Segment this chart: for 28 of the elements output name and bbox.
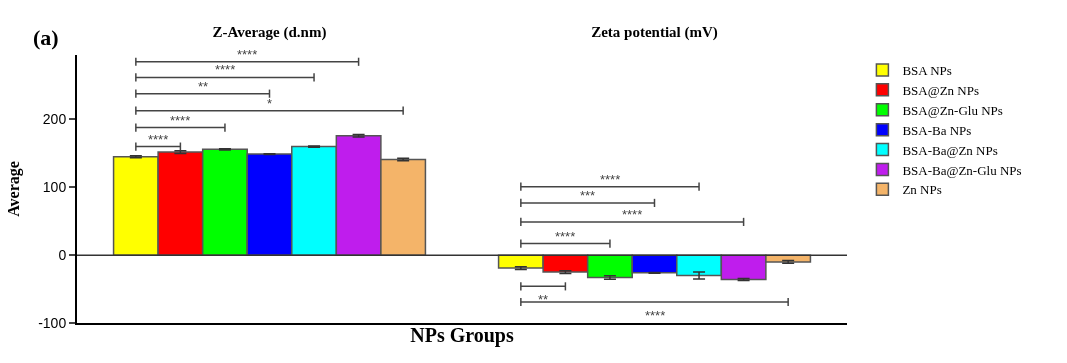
annotation: **** — [555, 229, 576, 244]
legend-label: BSA-Ba@Zn NPs — [902, 142, 998, 158]
y-tick-label: -100 — [38, 314, 67, 331]
legend-label: BSA@Zn NPs — [902, 82, 980, 98]
legend-label: Zn NPs — [902, 182, 942, 198]
y-tick-label: 100 — [42, 179, 67, 196]
annotation: **** — [600, 172, 621, 187]
x-axis-title: NPs Groups — [410, 324, 514, 347]
annotation: **** — [215, 62, 236, 77]
annotation: ** — [198, 79, 209, 94]
legend-label: BSA-Ba NPs — [902, 122, 972, 138]
text: (a) — [33, 25, 59, 50]
annotation: **** — [237, 47, 258, 62]
annotation: **** — [645, 308, 666, 323]
legend-label: BSA-Ba@Zn-Glu NPs — [902, 162, 1022, 178]
annotation: **** — [170, 113, 191, 128]
annotation: **** — [148, 132, 169, 147]
legend-label: BSA NPs — [902, 63, 952, 79]
y-axis-title: Average — [4, 161, 23, 217]
annotation: **** — [622, 207, 643, 222]
annotation: ** — [538, 292, 549, 307]
y-tick-label: 200 — [42, 111, 67, 128]
legend-label: BSA@Zn-Glu NPs — [902, 102, 1003, 118]
x-tick-label: Zeta potential (mV) — [591, 24, 718, 41]
annotation: * — [267, 96, 273, 111]
annotation: *** — [580, 188, 596, 203]
x-tick-label: Z-Average (d.nm) — [212, 24, 327, 41]
y-tick-label: 0 — [58, 247, 67, 264]
